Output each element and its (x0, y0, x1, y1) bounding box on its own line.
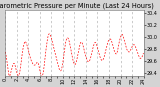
Title: Barometric Pressure per Minute (Last 24 Hours): Barometric Pressure per Minute (Last 24 … (0, 3, 154, 9)
